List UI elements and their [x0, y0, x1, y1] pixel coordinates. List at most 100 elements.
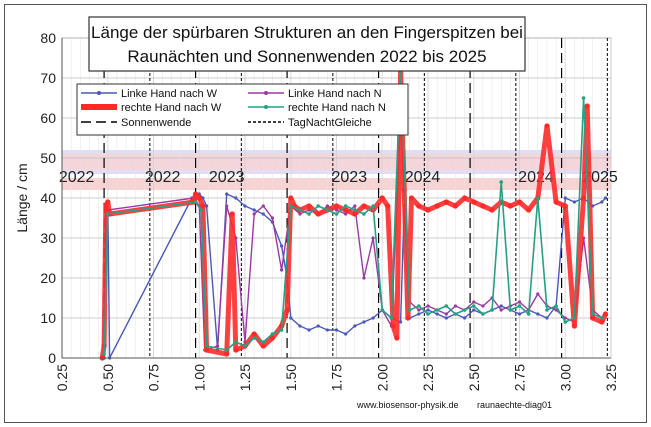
data-point [508, 308, 513, 312]
data-point [472, 308, 476, 312]
data-point [434, 203, 440, 209]
data-point [600, 200, 604, 204]
y-tick-label: 60 [40, 110, 56, 126]
data-point [225, 192, 229, 196]
data-point [553, 199, 559, 205]
y-tick-label: 40 [40, 190, 56, 206]
data-point [325, 204, 329, 208]
data-point [298, 324, 302, 328]
data-point [517, 300, 522, 304]
y-axis-label: Länge / cm [14, 163, 30, 232]
chart-title: Länge der spürbaren Strukturen an den Fi… [91, 23, 523, 42]
x-tick-label: 0.75 [146, 364, 162, 391]
data-point [563, 320, 568, 324]
data-point [389, 316, 394, 320]
x-tick-label: 1.25 [237, 364, 253, 391]
data-point [398, 320, 403, 324]
data-point [284, 307, 290, 313]
data-point [507, 203, 513, 209]
year-label: 2023 [209, 169, 245, 186]
x-tick-label: 2.25 [420, 364, 436, 391]
series-line [103, 117, 603, 359]
data-point [526, 207, 532, 213]
data-point [251, 331, 257, 337]
data-point [462, 195, 468, 201]
legend-marker [96, 104, 102, 110]
data-point [269, 335, 276, 341]
data-point [224, 348, 229, 352]
data-point [480, 203, 486, 209]
data-point [453, 304, 458, 308]
data-point [260, 343, 266, 349]
legend-entry: Sonnenwende [81, 117, 191, 129]
data-point [603, 196, 608, 200]
data-point [102, 352, 106, 356]
data-point [288, 195, 294, 201]
data-point [243, 344, 247, 348]
x-tick-label: 1.00 [191, 364, 207, 391]
data-point [572, 316, 577, 320]
legend-marker [264, 105, 268, 109]
data-point [584, 103, 590, 109]
data-point [536, 196, 540, 200]
data-point [563, 196, 567, 200]
data-point [435, 308, 439, 312]
year-label: 2024 [518, 169, 554, 186]
legend-entry: Linke Hand nach N [248, 88, 382, 100]
data-point [599, 319, 605, 325]
data-point [417, 312, 421, 316]
data-point [408, 195, 415, 201]
legend-entry: Linke Hand nach W [81, 88, 218, 100]
data-point [225, 204, 229, 208]
data-point [362, 212, 366, 216]
legend-label: Sonnenwende [121, 117, 191, 129]
year-label: 2022 [59, 169, 95, 186]
data-point [200, 203, 206, 209]
legend-entry: rechte Hand nach W [81, 102, 222, 114]
x-tick-label: 2.75 [512, 364, 528, 391]
data-point [490, 308, 494, 312]
data-point [452, 203, 459, 209]
data-point [344, 332, 348, 336]
data-point [362, 320, 366, 324]
data-point [426, 304, 430, 308]
data-point [481, 312, 485, 316]
data-point [371, 204, 375, 208]
data-point [334, 208, 339, 212]
data-point [517, 312, 522, 316]
data-point [526, 312, 531, 316]
data-point [288, 204, 293, 208]
data-point [499, 308, 503, 312]
data-point [325, 328, 329, 332]
data-point [517, 304, 522, 308]
data-point [361, 203, 367, 209]
data-point [425, 207, 431, 213]
data-point [602, 311, 609, 317]
data-point [554, 304, 558, 308]
data-point [204, 204, 209, 208]
data-point [243, 204, 247, 208]
data-point [563, 316, 567, 320]
data-point [203, 347, 210, 353]
footer-source: www.biosensor-physik.de [356, 400, 459, 410]
data-point [105, 199, 111, 205]
data-point [353, 208, 357, 212]
legend-box [76, 83, 409, 136]
data-point [571, 323, 578, 329]
data-point [316, 324, 320, 328]
data-point [334, 328, 339, 332]
legend-marker [97, 91, 101, 95]
data-point [199, 208, 203, 212]
data-point [471, 304, 476, 308]
data-point [334, 212, 339, 216]
data-point [572, 200, 577, 204]
data-point [435, 312, 439, 316]
footer-diagram-id: raunaechte-diag01 [477, 400, 552, 410]
data-point [333, 203, 340, 209]
data-point [443, 199, 449, 205]
data-point [463, 316, 467, 320]
data-point [307, 328, 311, 332]
data-point [252, 208, 256, 212]
data-point [229, 211, 235, 217]
data-point [407, 308, 412, 312]
